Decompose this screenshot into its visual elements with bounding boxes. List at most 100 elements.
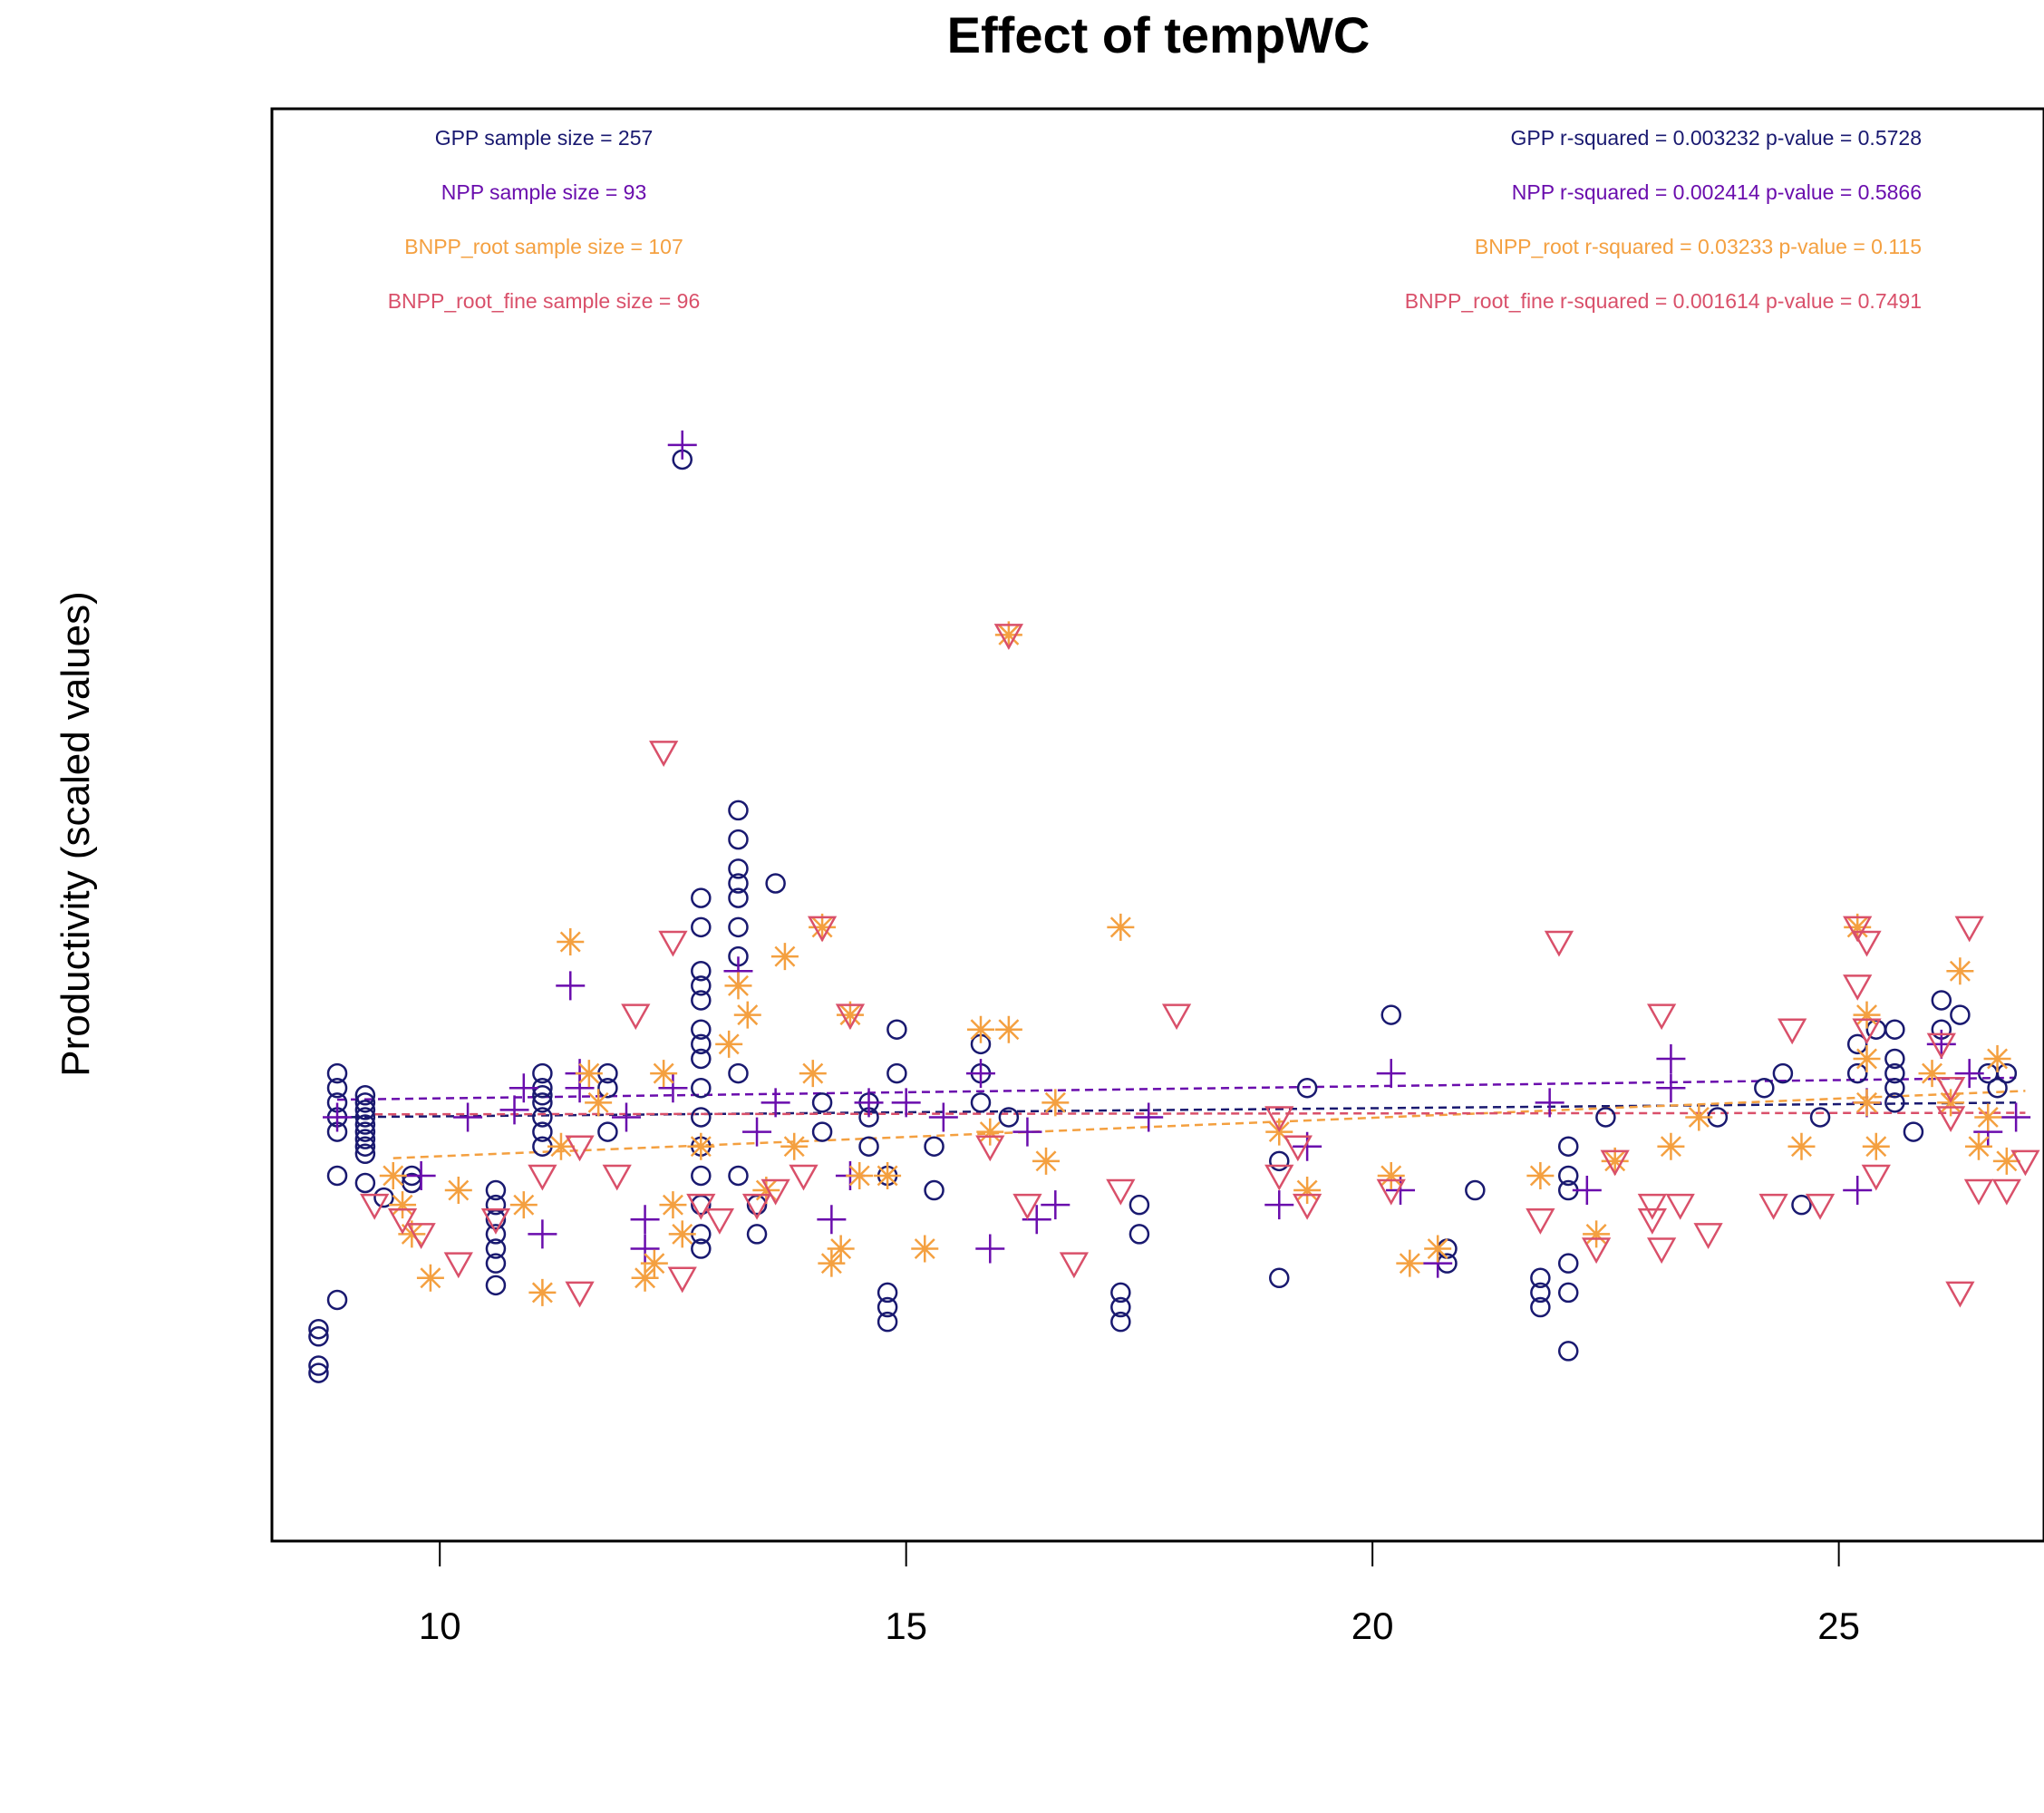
data-point-asterisk <box>1844 913 1872 941</box>
data-point-asterisk <box>827 1235 855 1263</box>
data-point-circle <box>728 1165 749 1187</box>
data-point-triangle <box>1283 1135 1313 1162</box>
data-point-plus <box>891 1088 921 1118</box>
data-point-plus <box>975 1234 1005 1264</box>
data-point-asterisk <box>1657 1132 1685 1160</box>
data-point-plus <box>1376 1059 1406 1089</box>
data-point-triangle <box>2010 1149 2040 1177</box>
annotation-right: BNPP_root r-squared = 0.03233 p-value = … <box>1475 235 1922 258</box>
data-point-circle <box>728 800 749 821</box>
data-point-asterisk <box>444 1177 472 1205</box>
data-point-asterisk <box>640 1249 668 1277</box>
data-point-plus <box>565 1073 595 1103</box>
data-point-circle <box>1269 1150 1290 1172</box>
data-point-asterisk <box>1946 957 1974 985</box>
trend-line <box>337 1076 2017 1101</box>
data-point-asterisk <box>1293 1177 1322 1205</box>
data-point-circle <box>1557 1341 1579 1362</box>
data-point-triangle <box>565 1281 595 1308</box>
data-point-circle <box>485 1194 507 1216</box>
trend-lines <box>337 1076 2026 1159</box>
data-point-asterisk <box>994 1015 1022 1043</box>
data-point-circle <box>970 1092 992 1113</box>
data-point-circle <box>485 1253 507 1274</box>
data-point-triangle <box>1544 930 1574 957</box>
data-point-triangle <box>1991 1178 2021 1206</box>
data-point-triangle <box>1292 1193 1322 1220</box>
data-point-triangle <box>1861 1164 1891 1191</box>
data-point-asterisk <box>994 621 1022 649</box>
data-point-circle <box>532 1062 553 1084</box>
data-point-asterisk <box>398 1220 426 1248</box>
data-point-circle <box>728 916 749 938</box>
data-point-triangle <box>1852 1018 1882 1045</box>
data-point-asterisk <box>1377 1161 1405 1189</box>
data-point-circle <box>1110 1296 1131 1318</box>
annotation-right: NPP r-squared = 0.002414 p-value = 0.586… <box>1512 180 1922 204</box>
data-point-asterisk <box>1992 1147 2020 1175</box>
data-point-triangle <box>480 1208 511 1235</box>
data-point-circle <box>691 960 712 982</box>
data-point-circle <box>924 1136 945 1157</box>
data-point-triangle <box>1843 916 1873 943</box>
x-axis: 10 15 20 25 <box>419 1540 1860 1647</box>
data-point-circle <box>1269 1267 1290 1289</box>
data-point-plus <box>1535 1088 1564 1118</box>
data-point-asterisk <box>836 1001 864 1029</box>
data-point-circle <box>308 1355 329 1376</box>
data-point-circle <box>728 887 749 908</box>
data-point-asterisk <box>1862 1132 1890 1160</box>
series-BNPP_root_fine <box>360 624 2040 1308</box>
data-point-triangle <box>565 1135 595 1162</box>
data-point-circle <box>728 858 749 879</box>
data-point-asterisk <box>1032 1147 1061 1175</box>
data-point-triangle <box>1637 1193 1667 1220</box>
data-point-circle <box>1754 1077 1775 1099</box>
data-point-asterisk <box>509 1191 538 1219</box>
data-point-triangle <box>1693 1223 1723 1249</box>
data-point-triangle <box>835 1003 866 1031</box>
data-point-triangle <box>443 1252 473 1279</box>
data-point-circle <box>691 1033 712 1055</box>
data-point-circle <box>998 1107 1020 1128</box>
data-point-circle <box>354 1136 376 1157</box>
data-point-circle <box>691 1048 712 1070</box>
data-point-asterisk <box>911 1235 939 1263</box>
data-point-circle <box>1110 1311 1131 1333</box>
data-point-triangle <box>621 1003 651 1031</box>
data-point-circle <box>326 1289 348 1311</box>
data-point-circle <box>1595 1107 1616 1128</box>
data-point-plus <box>1041 1190 1070 1220</box>
data-point-asterisk <box>575 1060 603 1088</box>
data-point-circle <box>1129 1194 1150 1216</box>
data-point-circle <box>326 1077 348 1099</box>
data-point-triangle <box>406 1223 436 1249</box>
data-point-circle <box>326 1062 348 1084</box>
series-GPP <box>308 449 2018 1383</box>
data-point-circle <box>1996 1062 2018 1084</box>
data-point-plus <box>2001 1102 2031 1132</box>
data-point-triangle <box>1778 1018 1807 1045</box>
data-point-circle <box>597 1121 618 1142</box>
data-point-circle <box>1884 1077 1905 1099</box>
annotation-right: BNPP_root_fine r-squared = 0.001614 p-va… <box>1405 289 1922 313</box>
data-point-circle <box>765 873 786 894</box>
annotation-left: BNPP_root_fine sample size = 96 <box>388 289 701 313</box>
data-point-circle <box>1465 1179 1486 1201</box>
data-point-circle <box>1809 1107 1831 1128</box>
data-point-plus <box>1012 1117 1042 1147</box>
data-point-circle <box>1791 1194 1812 1216</box>
data-point-circle <box>811 1092 833 1113</box>
data-point-circle <box>691 1238 712 1259</box>
data-point-circle <box>532 1121 553 1142</box>
data-point-circle <box>354 1129 376 1149</box>
data-point-circle <box>1884 1019 1905 1040</box>
data-point-circle <box>691 1165 712 1187</box>
data-point-triangle <box>1646 1003 1677 1031</box>
data-point-triangle <box>1843 974 1873 1001</box>
data-point-asterisk <box>528 1278 557 1306</box>
data-point-asterisk <box>752 1177 780 1205</box>
data-point-asterisk <box>1107 913 1135 941</box>
data-point-circle <box>354 1107 376 1128</box>
